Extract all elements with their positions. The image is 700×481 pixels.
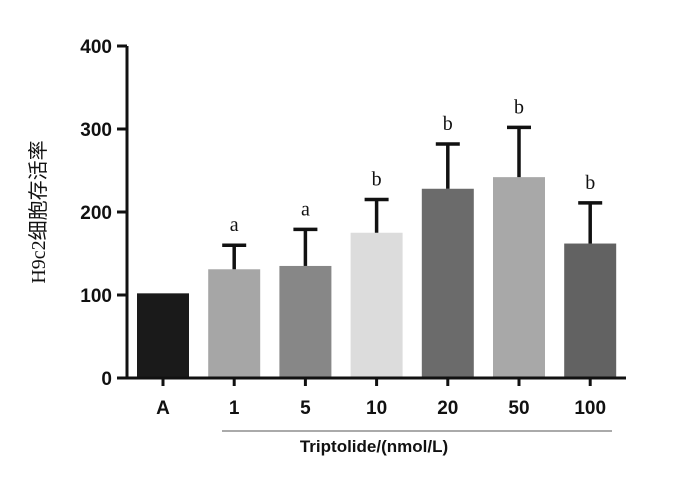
bar — [493, 177, 545, 378]
significance-label: b — [514, 96, 524, 118]
significance-label: a — [301, 198, 310, 220]
y-tick-label: 400 — [80, 37, 112, 58]
significance-label: b — [372, 169, 382, 191]
x-tick-label: 20 — [437, 398, 458, 419]
significance-label: a — [230, 214, 239, 236]
x-tick-label: 5 — [300, 398, 311, 419]
error-bars-layer — [222, 125, 603, 270]
y-axis-title: H9c2细胞存活率 — [27, 140, 50, 283]
y-tick-label: 0 — [101, 369, 112, 390]
y-tick-label: 200 — [80, 203, 112, 224]
significance-label: b — [443, 113, 453, 135]
y-tick-label: 300 — [80, 120, 112, 141]
x-tick-labels-layer: A 1 5 10 20 50 100 — [156, 378, 606, 419]
bars-layer — [137, 177, 617, 378]
x-tick-label: 1 — [229, 398, 240, 419]
x-tick-label: 100 — [574, 398, 606, 419]
bar — [137, 293, 189, 378]
bar — [421, 188, 474, 378]
bar — [279, 265, 332, 378]
x-tick-label: 10 — [366, 398, 387, 419]
x-tick-label: 50 — [508, 398, 529, 419]
x-tick-label: A — [156, 398, 170, 419]
x-axis-title: Triptolide/(nmol/L) — [300, 437, 448, 456]
bar — [350, 232, 403, 378]
bar — [564, 243, 617, 378]
annotations-layer: a a b b b b — [230, 96, 595, 236]
y-ticks-layer: 0 100 200 300 400 — [80, 37, 127, 390]
bar — [208, 269, 261, 378]
significance-label: b — [585, 172, 595, 194]
y-tick-label: 100 — [80, 286, 112, 307]
